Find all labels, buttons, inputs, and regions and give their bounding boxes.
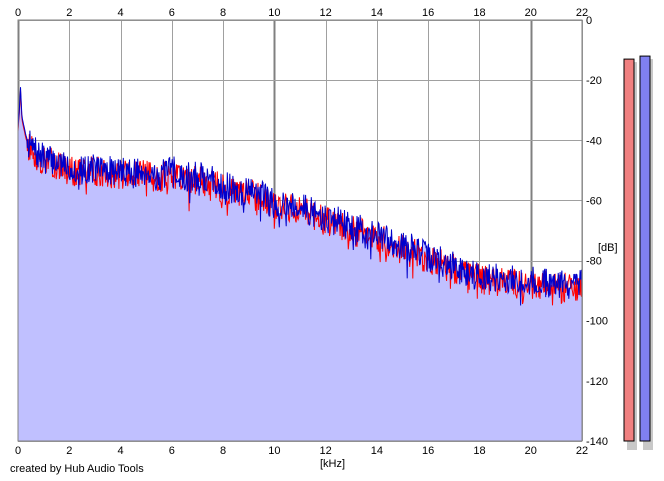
x-axis-label: [kHz] [320,458,345,470]
x-tick-label-bottom-0: 0 [15,445,21,457]
x-tick-label-top-6: 12 [320,7,332,19]
x-tick-label-top-0: 0 [15,7,21,19]
x-tick-label-top-9: 18 [473,7,485,19]
level-meter-right [639,55,651,442]
x-tick-label-top-11: 22 [576,7,588,19]
series-lines [17,87,583,306]
x-tick-label-bottom-2: 4 [117,445,123,457]
level-meter-left [623,58,635,442]
y-tick-label-3: -60 [586,195,602,207]
y-tick-label-0: 0 [586,15,592,27]
x-tick-label-bottom-3: 6 [169,445,175,457]
x-tick-label-top-10: 20 [525,7,537,19]
x-tick-labels-top: 0 2 4 6 8 10 12 14 16 18 20 22 [15,7,588,19]
level-meters [623,55,653,450]
x-tick-labels-bottom: 0 2 4 6 8 10 12 14 16 18 20 22 [15,445,588,457]
x-tick-label-top-4: 8 [220,7,226,19]
x-tick-label-bottom-11: 22 [576,445,588,457]
x-tick-label-bottom-8: 16 [422,445,434,457]
y-tick-label-6: -120 [586,376,608,388]
x-tick-label-bottom-1: 2 [66,445,72,457]
y-tick-label-2: -40 [586,135,602,147]
y-tick-label-4: -80 [586,256,602,268]
x-tick-label-top-7: 14 [371,7,383,19]
y-tick-label-1: -20 [586,75,602,87]
y-tick-labels: 0 -20 -40 -60 -80 -100 -120 -140 [586,15,608,448]
x-tick-label-top-3: 6 [169,7,175,19]
x-tick-label-top-1: 2 [66,7,72,19]
series-line-right [17,87,583,306]
x-tick-label-bottom-4: 8 [220,445,226,457]
plot-frame [17,19,583,442]
x-tick-label-bottom-6: 12 [320,445,332,457]
y-axis-label: [dB] [598,242,618,254]
x-tick-label-top-2: 4 [117,7,123,19]
x-tick-label-top-8: 16 [422,7,434,19]
credit-text: created by Hub Audio Tools [10,463,144,475]
x-tick-label-top-5: 10 [268,7,280,19]
x-tick-label-bottom-10: 20 [525,445,537,457]
x-tick-label-bottom-7: 14 [371,445,383,457]
y-tick-label-7: -140 [586,436,608,448]
x-tick-label-bottom-9: 18 [473,445,485,457]
x-tick-label-bottom-5: 10 [268,445,280,457]
y-tick-label-5: -100 [586,316,608,328]
